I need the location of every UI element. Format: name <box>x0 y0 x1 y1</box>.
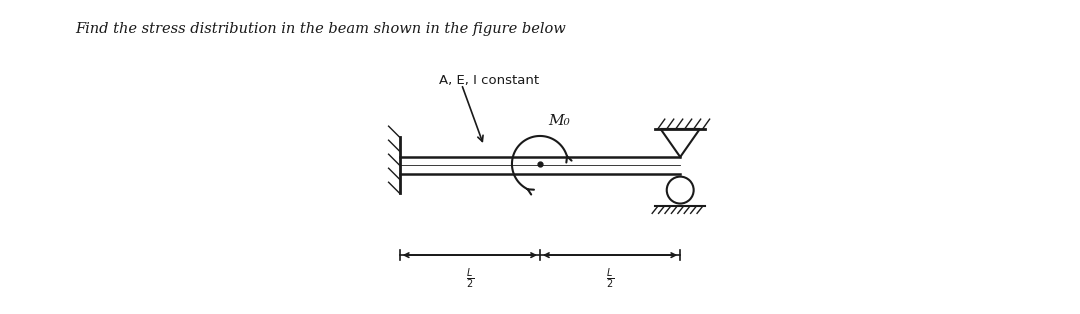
Text: $\frac{L}{2}$: $\frac{L}{2}$ <box>606 266 615 291</box>
Text: A, E, I constant: A, E, I constant <box>440 74 539 87</box>
Polygon shape <box>661 129 700 157</box>
Circle shape <box>666 177 693 203</box>
Text: Find the stress distribution in the beam shown in the figure below: Find the stress distribution in the beam… <box>76 22 566 36</box>
Text: $\frac{L}{2}$: $\frac{L}{2}$ <box>465 266 474 291</box>
Text: M₀: M₀ <box>549 114 570 127</box>
